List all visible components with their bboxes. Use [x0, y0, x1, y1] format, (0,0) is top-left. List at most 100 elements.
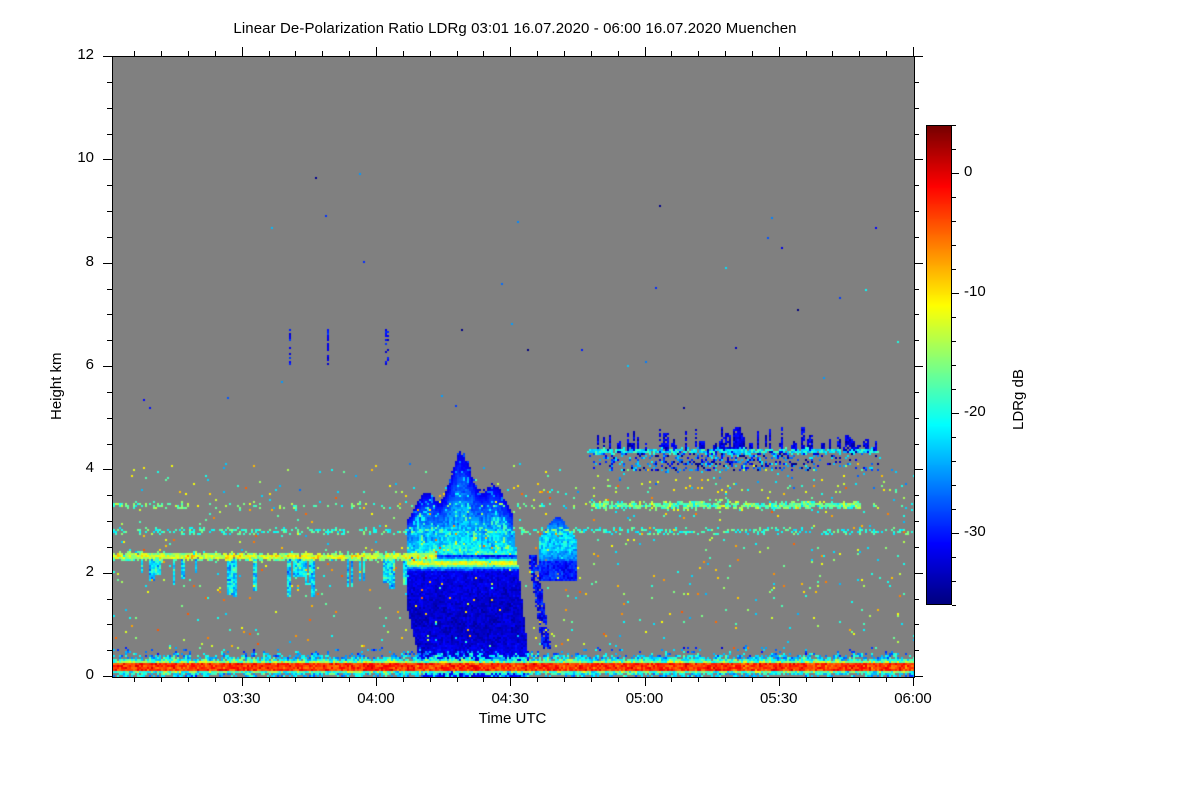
colorbar-tick-minor	[952, 125, 956, 126]
radar-heatmap-canvas	[113, 57, 914, 677]
y-tick-major	[103, 676, 112, 677]
x-tick-major	[779, 677, 780, 686]
x-tick-label: 04:00	[357, 690, 395, 707]
y-tick-minor	[107, 547, 112, 548]
y-tick-right	[914, 676, 923, 677]
x-tick-minor	[725, 677, 726, 682]
y-tick-major	[103, 469, 112, 470]
colorbar-tick-minor	[952, 317, 956, 318]
x-tick-minor	[430, 677, 431, 682]
y-tick-right	[914, 469, 923, 470]
colorbar-tick-minor	[952, 269, 956, 270]
colorbar-tick-minor	[952, 389, 956, 390]
colorbar-tick-label: -20	[964, 403, 986, 420]
y-tick-right	[914, 263, 923, 264]
y-tick-major	[103, 573, 112, 574]
x-tick-minor	[161, 677, 162, 682]
y-tick-label: 6	[85, 356, 94, 373]
x-tick-minor	[188, 677, 189, 682]
colorbar-tick-minor	[952, 341, 956, 342]
x-tick-minor	[457, 677, 458, 682]
x-tick-top	[242, 47, 243, 56]
colorbar-tick-minor	[952, 605, 956, 606]
x-tick-top	[671, 51, 672, 56]
colorbar-tick-minor	[952, 461, 956, 462]
colorbar-tick-minor	[952, 581, 956, 582]
x-tick-label: 05:30	[759, 690, 798, 707]
x-tick-minor	[886, 677, 887, 682]
y-tick-label: 12	[77, 46, 94, 63]
colorbar-tick-major	[952, 533, 959, 534]
y-tick-minor	[107, 185, 112, 186]
y-tick-minor	[107, 624, 112, 625]
y-tick-right	[914, 159, 923, 160]
y-tick-right	[914, 134, 919, 135]
x-tick-major	[376, 677, 377, 686]
y-tick-right	[914, 314, 919, 315]
x-tick-minor	[215, 677, 216, 682]
x-tick-top	[859, 51, 860, 56]
x-tick-top	[322, 51, 323, 56]
y-tick-right	[914, 573, 923, 574]
colorbar	[926, 125, 952, 605]
x-tick-minor	[618, 677, 619, 682]
colorbar-tick-minor	[952, 365, 956, 366]
y-tick-minor	[107, 314, 112, 315]
y-tick-right	[914, 366, 923, 367]
y-tick-minor	[107, 521, 112, 522]
y-tick-minor	[107, 108, 112, 109]
y-tick-right	[914, 56, 923, 57]
x-tick-top	[913, 47, 914, 56]
y-tick-minor	[107, 599, 112, 600]
y-tick-right	[914, 521, 919, 522]
y-tick-minor	[107, 650, 112, 651]
y-tick-minor	[107, 134, 112, 135]
x-tick-minor	[295, 677, 296, 682]
page-title: Linear De-Polarization Ratio LDRg 03:01 …	[233, 20, 797, 37]
x-tick-minor	[698, 677, 699, 682]
y-tick-right	[914, 211, 919, 212]
x-tick-minor	[806, 677, 807, 682]
y-tick-right	[914, 624, 919, 625]
y-tick-label: 8	[85, 252, 94, 270]
colorbar-tick-minor	[952, 245, 956, 246]
colorbar-tick-minor	[952, 485, 956, 486]
colorbar-tick-minor	[952, 221, 956, 222]
colorbar-tick-minor	[952, 557, 956, 558]
y-tick-right	[914, 392, 919, 393]
y-tick-right	[914, 82, 919, 83]
x-tick-top	[591, 51, 592, 56]
x-tick-top	[134, 51, 135, 56]
x-tick-label: 03:30	[222, 690, 261, 707]
x-tick-minor	[403, 677, 404, 682]
x-tick-minor	[322, 677, 323, 682]
y-tick-major	[103, 263, 112, 264]
x-tick-top	[564, 51, 565, 56]
x-tick-label: 04:30	[491, 690, 530, 707]
y-tick-right	[914, 185, 919, 186]
x-tick-top	[430, 51, 431, 56]
y-tick-right	[914, 495, 919, 496]
y-tick-minor	[107, 418, 112, 419]
y-axis-title: Height km	[48, 352, 65, 420]
colorbar-tick-minor	[952, 197, 956, 198]
colorbar-tick-major	[952, 293, 959, 294]
x-tick-major	[913, 677, 914, 686]
colorbar-tick-label: 0	[964, 163, 973, 180]
x-tick-top	[832, 51, 833, 56]
colorbar-tick-label: -10	[964, 283, 986, 300]
y-tick-minor	[107, 392, 112, 393]
x-tick-top	[295, 51, 296, 56]
x-tick-major	[510, 677, 511, 686]
y-tick-minor	[107, 82, 112, 83]
y-tick-minor	[107, 211, 112, 212]
x-axis-title: Time UTC	[478, 710, 547, 727]
y-tick-right	[914, 650, 919, 651]
y-tick-minor	[107, 444, 112, 445]
colorbar-tick-minor	[952, 437, 956, 438]
y-tick-right	[914, 108, 919, 109]
x-tick-top	[886, 51, 887, 56]
x-tick-top	[645, 47, 646, 56]
x-tick-minor	[832, 677, 833, 682]
